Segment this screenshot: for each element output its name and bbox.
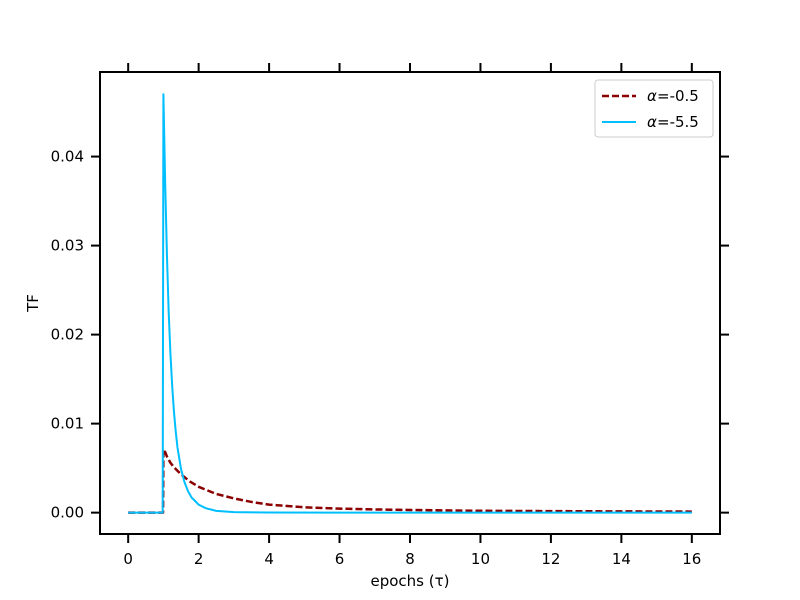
y-tick-label: 0.01 <box>51 415 84 433</box>
x-tick-label: 8 <box>405 550 415 568</box>
axis-ticks <box>91 63 729 543</box>
y-tick-label: 0.03 <box>51 237 84 255</box>
legend-alpha-symbol: α <box>647 113 657 131</box>
legend-label-series-2: =-5.5 <box>657 113 699 131</box>
legend: α =-0.5 α =-5.5 <box>594 79 714 138</box>
x-tick-label: 16 <box>682 550 701 568</box>
y-axis-label: TF <box>24 294 42 313</box>
x-tick-label: 0 <box>123 550 133 568</box>
y-tick-label: 0.02 <box>51 326 84 344</box>
plot-area <box>128 93 692 514</box>
x-tick-label: 6 <box>335 550 345 568</box>
x-tick-label: 10 <box>471 550 490 568</box>
x-tick-label: 12 <box>541 550 560 568</box>
x-tick-label: 4 <box>264 550 274 568</box>
y-tick-label: 0.04 <box>51 148 84 166</box>
series-line-1 <box>128 448 692 514</box>
y-tick-labels: 0.00 0.01 0.02 0.03 0.04 <box>51 148 84 522</box>
y-tick-label: 0.00 <box>51 504 84 522</box>
x-tick-label: 14 <box>612 550 631 568</box>
x-axis-label: epochs (τ) <box>371 572 450 590</box>
legend-label-series-1: =-0.5 <box>657 87 699 105</box>
x-tick-label: 2 <box>194 550 204 568</box>
plot-frame <box>99 71 721 535</box>
legend-alpha-symbol: α <box>647 87 657 105</box>
series-line-2 <box>128 93 692 514</box>
x-tick-labels: 0 2 4 6 8 10 12 14 16 <box>123 550 701 568</box>
